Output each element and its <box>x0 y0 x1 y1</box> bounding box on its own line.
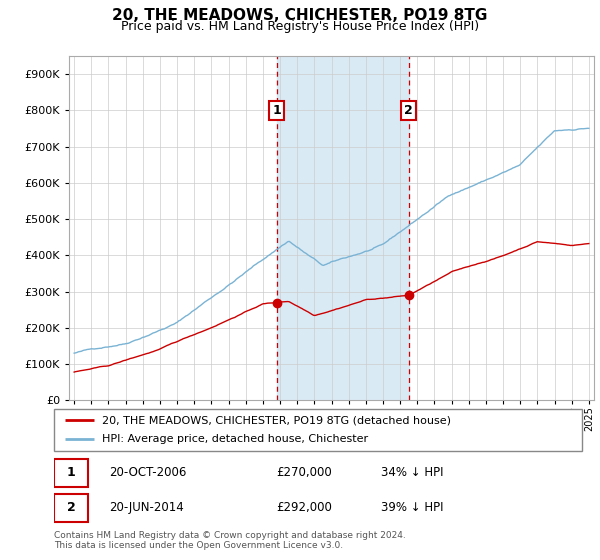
Text: 20, THE MEADOWS, CHICHESTER, PO19 8TG (detached house): 20, THE MEADOWS, CHICHESTER, PO19 8TG (d… <box>101 415 451 425</box>
Text: 1: 1 <box>272 104 281 117</box>
Text: 20-OCT-2006: 20-OCT-2006 <box>109 466 187 479</box>
Text: HPI: Average price, detached house, Chichester: HPI: Average price, detached house, Chic… <box>101 435 368 445</box>
Text: 39% ↓ HPI: 39% ↓ HPI <box>382 501 444 515</box>
Text: 2: 2 <box>67 501 76 515</box>
Text: 20, THE MEADOWS, CHICHESTER, PO19 8TG: 20, THE MEADOWS, CHICHESTER, PO19 8TG <box>112 8 488 24</box>
Text: 34% ↓ HPI: 34% ↓ HPI <box>382 466 444 479</box>
Text: £270,000: £270,000 <box>276 466 332 479</box>
Text: Contains HM Land Registry data © Crown copyright and database right 2024.
This d: Contains HM Land Registry data © Crown c… <box>54 531 406 550</box>
Text: 1: 1 <box>67 466 76 479</box>
FancyBboxPatch shape <box>54 494 88 522</box>
Bar <box>277 56 409 400</box>
Text: 20-JUN-2014: 20-JUN-2014 <box>109 501 184 515</box>
Text: Price paid vs. HM Land Registry's House Price Index (HPI): Price paid vs. HM Land Registry's House … <box>121 20 479 32</box>
FancyBboxPatch shape <box>54 459 88 487</box>
Text: £292,000: £292,000 <box>276 501 332 515</box>
FancyBboxPatch shape <box>54 409 582 451</box>
Text: 2: 2 <box>404 104 413 117</box>
